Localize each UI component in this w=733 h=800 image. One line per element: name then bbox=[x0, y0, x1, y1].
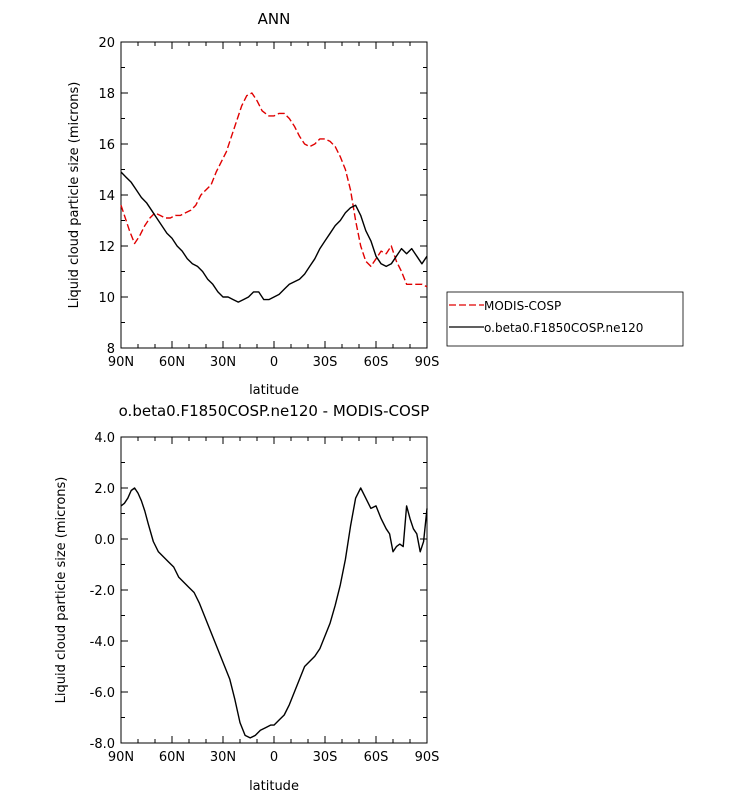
x-tick-label: 60S bbox=[364, 750, 389, 765]
legend-box bbox=[446, 291, 684, 347]
x-tick-label: 30N bbox=[210, 355, 236, 370]
legend: MODIS-COSP o.beta0.F1850COSP.ne120 bbox=[446, 291, 684, 347]
x-tick-label: 30N bbox=[210, 750, 236, 765]
legend-label-model: o.beta0.F1850COSP.ne120 bbox=[484, 321, 643, 335]
x-tick-label: 60S bbox=[364, 355, 389, 370]
x-tick-label: 90N bbox=[108, 750, 134, 765]
bottom-chart-xlabel: latitude bbox=[249, 779, 299, 794]
x-tick-label: 90S bbox=[415, 750, 440, 765]
bottom-chart-ylabel: Liquid cloud particle size (microns) bbox=[54, 477, 69, 704]
x-tick-label: 90N bbox=[108, 355, 134, 370]
y-tick-label: 10 bbox=[98, 291, 115, 306]
top-chart-xlabel: latitude bbox=[249, 383, 299, 398]
x-tick-label: 30S bbox=[313, 750, 338, 765]
x-tick-label: 0 bbox=[270, 750, 278, 765]
y-tick-label: -8.0 bbox=[90, 737, 115, 752]
y-tick-label: 14 bbox=[98, 189, 115, 204]
top-chart: ANN 90N 60N 30N 0 30S 60S 90S 8 10 12 14 16 18 20 lat… bbox=[67, 10, 439, 398]
bottom-chart: o.beta0.F1850COSP.ne120 - MODIS-COSP 90N… bbox=[54, 402, 439, 794]
y-tick-label: 0.0 bbox=[94, 533, 115, 548]
legend-label-modis: MODIS-COSP bbox=[484, 299, 561, 313]
top-chart-title: ANN bbox=[258, 10, 291, 28]
bottom-chart-series bbox=[120, 487, 428, 739]
y-tick-label: -6.0 bbox=[90, 686, 115, 701]
bottom-chart-ticks: 90N 60N 30N 0 30S 60S 90S -8.0 -6.0 -4.0 -2.0 0.0 2.… bbox=[90, 431, 440, 765]
x-tick-label: 60N bbox=[159, 750, 185, 765]
series-line-difference bbox=[120, 487, 428, 739]
bottom-chart-frame bbox=[120, 436, 428, 744]
y-tick-label: -4.0 bbox=[90, 635, 115, 650]
y-tick-label: -2.0 bbox=[90, 584, 115, 599]
top-chart-ticks: 90N 60N 30N 0 30S 60S 90S 8 10 12 14 16 18 20 bbox=[98, 36, 439, 370]
x-tick-label: 0 bbox=[270, 355, 278, 370]
y-tick-label: 18 bbox=[98, 87, 115, 102]
top-chart-ylabel: Liquid cloud particle size (microns) bbox=[67, 82, 82, 309]
bottom-chart-title: o.beta0.F1850COSP.ne120 - MODIS-COSP bbox=[119, 402, 430, 420]
y-tick-label: 8 bbox=[107, 342, 115, 357]
series-line-model bbox=[120, 171, 428, 303]
y-tick-label: 2.0 bbox=[94, 482, 115, 497]
y-tick-label: 4.0 bbox=[94, 431, 115, 446]
top-chart-frame bbox=[120, 41, 428, 349]
y-tick-label: 20 bbox=[98, 36, 115, 51]
series-line-modis-cosp bbox=[120, 92, 428, 288]
x-tick-label: 90S bbox=[415, 355, 440, 370]
top-chart-series bbox=[120, 92, 428, 303]
x-tick-label: 30S bbox=[313, 355, 338, 370]
x-tick-label: 60N bbox=[159, 355, 185, 370]
y-tick-label: 16 bbox=[98, 138, 115, 153]
y-tick-label: 12 bbox=[98, 240, 115, 255]
